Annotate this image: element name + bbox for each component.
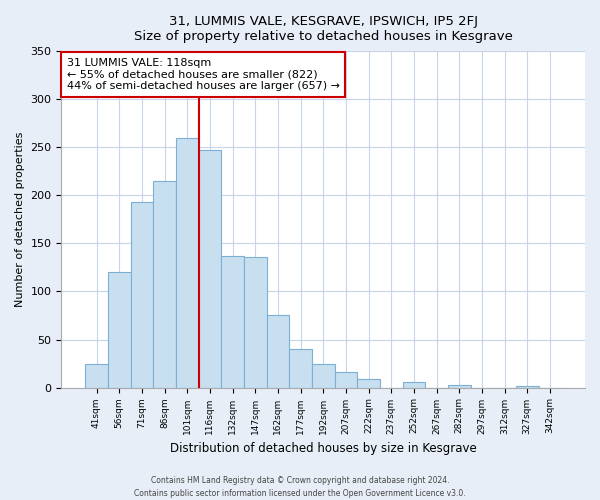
Bar [199, 150, 221, 388]
Y-axis label: Number of detached properties: Number of detached properties [15, 132, 25, 307]
Bar [221, 256, 244, 388]
Bar [289, 349, 312, 388]
Bar [312, 364, 335, 388]
Bar [244, 257, 266, 388]
Bar [108, 272, 131, 388]
Bar [357, 379, 380, 388]
Bar [153, 181, 176, 388]
Text: 31 LUMMIS VALE: 118sqm
← 55% of detached houses are smaller (822)
44% of semi-de: 31 LUMMIS VALE: 118sqm ← 55% of detached… [67, 58, 340, 91]
Bar [403, 382, 425, 388]
Bar [266, 314, 289, 388]
Bar [335, 372, 357, 388]
Bar [448, 384, 470, 388]
Bar [131, 202, 153, 388]
X-axis label: Distribution of detached houses by size in Kesgrave: Distribution of detached houses by size … [170, 442, 476, 455]
Bar [176, 138, 199, 388]
Bar [516, 386, 539, 388]
Text: Contains HM Land Registry data © Crown copyright and database right 2024.
Contai: Contains HM Land Registry data © Crown c… [134, 476, 466, 498]
Title: 31, LUMMIS VALE, KESGRAVE, IPSWICH, IP5 2FJ
Size of property relative to detache: 31, LUMMIS VALE, KESGRAVE, IPSWICH, IP5 … [134, 15, 512, 43]
Bar [85, 364, 108, 388]
